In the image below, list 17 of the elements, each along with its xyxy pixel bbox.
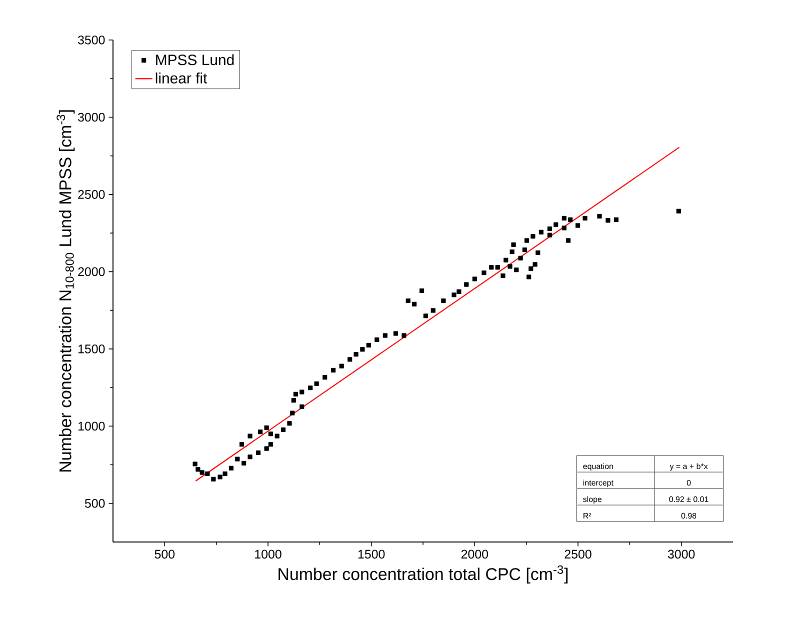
y-tick-label: 3000 xyxy=(78,112,105,122)
legend-label: linear fit xyxy=(156,72,208,84)
legend-label: MPSS Lund xyxy=(156,54,234,66)
y-tick-label: 500 xyxy=(84,498,105,508)
y-tick-label: 1000 xyxy=(78,422,105,431)
x-tick-label: 1500 xyxy=(358,550,385,559)
x-tick-label: 1000 xyxy=(255,550,282,559)
y-tick-label: 3500 xyxy=(78,36,105,44)
y-tick-label: 2000 xyxy=(78,267,105,276)
x-tick-label: 2500 xyxy=(564,550,592,559)
x-axis-title: Number concentration total CPC [cm$^{-3}$] xyxy=(278,565,568,584)
y-tick-label: 1500 xyxy=(78,344,105,354)
y-tick-label: 2500 xyxy=(78,190,105,199)
x-tick-label: 500 xyxy=(154,550,175,559)
y-axis-title: Number concentration N$_{10-800}$ Lund MPSS [cm$^{-3}$] xyxy=(56,110,75,472)
x-tick-label: 2000 xyxy=(461,550,488,559)
x-tick-label: 3000 xyxy=(668,550,695,559)
